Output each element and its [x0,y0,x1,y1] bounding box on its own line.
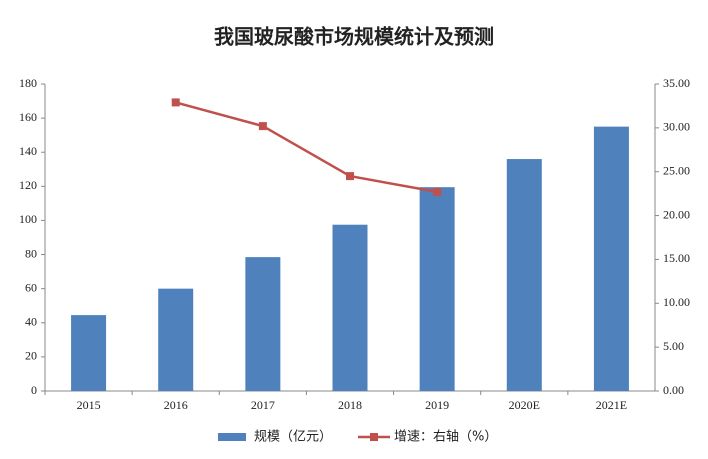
y-tick-label: 180 [19,76,37,90]
bar [506,159,542,391]
line-marker [171,98,180,107]
y-tick-label: 160 [19,110,37,124]
x-tick-label: 2020E [509,398,540,412]
y-tick-label: 0 [31,383,37,397]
bar [71,315,107,391]
x-tick-label: 2018 [338,398,362,412]
x-tick-label: 2016 [164,398,188,412]
legend-label: 规模（亿元） [254,430,332,445]
x-tick-label: 2021E [596,398,627,412]
bar [593,126,629,391]
bar [245,257,281,391]
y2-tick-label: 20.00 [663,207,690,221]
y-tick-label: 80 [25,246,37,260]
y2-tick-label: 0.00 [663,383,684,397]
y-tick-label: 40 [25,315,37,329]
y-tick-label: 100 [19,212,37,226]
chart-title: 我国玻尿酸市场规模统计及预测 [214,25,494,49]
y2-tick-label: 5.00 [663,339,684,353]
legend-swatch [218,433,246,441]
y2-tick-label: 35.00 [663,76,690,90]
y2-tick-label: 15.00 [663,251,690,265]
line-marker [346,172,354,181]
line-marker [433,187,442,196]
bar [419,187,455,391]
y2-tick-label: 25.00 [663,163,690,177]
legend-label: 增速：右轴（%） [394,430,497,445]
x-tick-label: 2019 [425,398,449,412]
y-tick-label: 140 [19,144,37,158]
line [175,101,438,194]
y2-tick-label: 30.00 [663,120,690,134]
y-tick-label: 120 [19,178,37,192]
y2-tick-label: 10.00 [663,295,690,309]
x-tick-label: 2017 [251,398,275,412]
line-marker [258,122,267,131]
x-tick-label: 2015 [77,398,101,412]
legend-swatch-marker [370,433,378,441]
y-tick-label: 60 [25,280,37,294]
y-tick-label: 20 [25,349,37,363]
bar [158,288,194,391]
bar [332,224,368,391]
